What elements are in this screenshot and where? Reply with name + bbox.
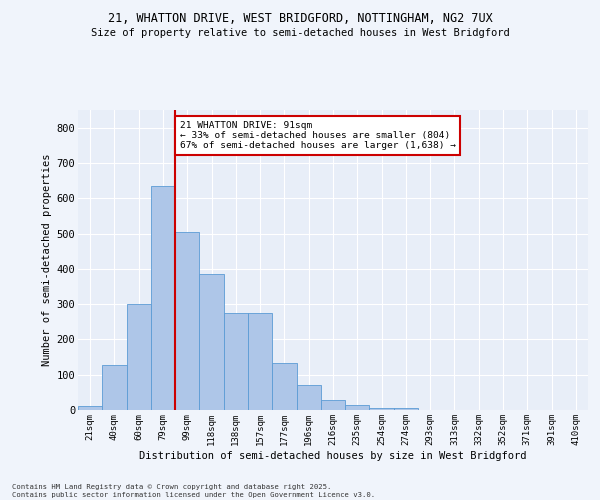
- Bar: [224, 313, 248, 410]
- Bar: [296, 384, 321, 410]
- Bar: [175, 232, 199, 410]
- Bar: [248, 313, 272, 410]
- Bar: [370, 408, 394, 410]
- Bar: [321, 400, 345, 410]
- Bar: [127, 304, 151, 410]
- Bar: [394, 408, 418, 410]
- X-axis label: Distribution of semi-detached houses by size in West Bridgford: Distribution of semi-detached houses by …: [139, 450, 527, 460]
- Bar: [78, 406, 102, 410]
- Bar: [102, 365, 127, 410]
- Text: Size of property relative to semi-detached houses in West Bridgford: Size of property relative to semi-detach…: [91, 28, 509, 38]
- Text: 21 WHATTON DRIVE: 91sqm
← 33% of semi-detached houses are smaller (804)
67% of s: 21 WHATTON DRIVE: 91sqm ← 33% of semi-de…: [179, 120, 455, 150]
- Bar: [345, 406, 370, 410]
- Text: Contains HM Land Registry data © Crown copyright and database right 2025.
Contai: Contains HM Land Registry data © Crown c…: [12, 484, 375, 498]
- Y-axis label: Number of semi-detached properties: Number of semi-detached properties: [43, 154, 52, 366]
- Bar: [272, 364, 296, 410]
- Bar: [199, 274, 224, 410]
- Bar: [151, 186, 175, 410]
- Text: 21, WHATTON DRIVE, WEST BRIDGFORD, NOTTINGHAM, NG2 7UX: 21, WHATTON DRIVE, WEST BRIDGFORD, NOTTI…: [107, 12, 493, 26]
